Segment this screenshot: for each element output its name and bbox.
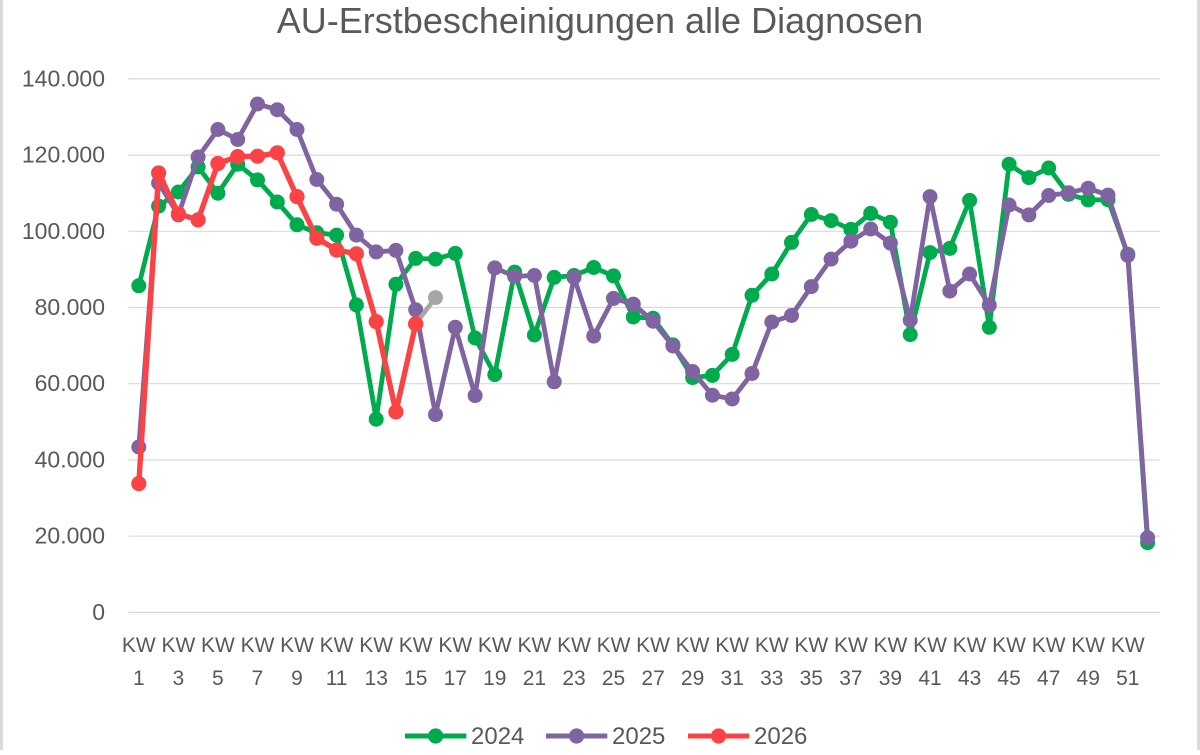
svg-text:KW: KW — [1111, 634, 1145, 657]
svg-text:31: 31 — [721, 667, 744, 690]
svg-text:5: 5 — [212, 667, 224, 690]
svg-text:1: 1 — [133, 667, 145, 690]
svg-text:13: 13 — [365, 667, 388, 690]
svg-text:40.000: 40.000 — [35, 447, 105, 473]
svg-text:37: 37 — [839, 667, 862, 690]
svg-text:43: 43 — [958, 667, 981, 690]
svg-text:KW: KW — [1032, 634, 1066, 657]
svg-text:29: 29 — [681, 667, 704, 690]
svg-text:49: 49 — [1077, 667, 1100, 690]
svg-text:KW: KW — [161, 634, 195, 657]
svg-text:39: 39 — [879, 667, 902, 690]
svg-text:KW: KW — [636, 634, 670, 657]
svg-text:KW: KW — [478, 634, 512, 657]
svg-text:KW: KW — [676, 634, 710, 657]
svg-text:23: 23 — [562, 667, 585, 690]
svg-text:60.000: 60.000 — [35, 370, 105, 396]
svg-text:KW: KW — [241, 634, 275, 657]
svg-text:2025: 2025 — [612, 723, 665, 750]
svg-text:17: 17 — [444, 667, 467, 690]
svg-text:120.000: 120.000 — [22, 142, 105, 168]
svg-text:KW: KW — [557, 634, 591, 657]
svg-text:3: 3 — [173, 667, 185, 690]
svg-text:KW: KW — [715, 634, 749, 657]
svg-text:KW: KW — [1071, 634, 1105, 657]
svg-text:41: 41 — [918, 667, 941, 690]
svg-text:KW: KW — [280, 634, 314, 657]
svg-text:KW: KW — [359, 634, 393, 657]
svg-text:AU-Erstbescheinigungen alle Di: AU-Erstbescheinigungen alle Diagnosen — [277, 0, 923, 41]
svg-text:47: 47 — [1037, 667, 1060, 690]
svg-text:KW: KW — [755, 634, 789, 657]
svg-text:21: 21 — [523, 667, 546, 690]
svg-text:2024: 2024 — [471, 723, 524, 750]
svg-text:19: 19 — [483, 667, 506, 690]
svg-text:140.000: 140.000 — [22, 65, 105, 91]
svg-text:KW: KW — [438, 634, 472, 657]
svg-text:KW: KW — [201, 634, 235, 657]
svg-text:KW: KW — [399, 634, 433, 657]
svg-text:KW: KW — [517, 634, 551, 657]
svg-text:25: 25 — [602, 667, 625, 690]
svg-text:9: 9 — [291, 667, 303, 690]
svg-text:7: 7 — [252, 667, 264, 690]
svg-text:20.000: 20.000 — [35, 523, 105, 549]
svg-text:51: 51 — [1116, 667, 1139, 690]
svg-text:2026: 2026 — [754, 723, 807, 750]
svg-text:80.000: 80.000 — [35, 294, 105, 320]
svg-text:KW: KW — [992, 634, 1026, 657]
svg-text:11: 11 — [326, 667, 348, 690]
svg-text:15: 15 — [404, 667, 427, 690]
svg-text:45: 45 — [997, 667, 1020, 690]
svg-text:KW: KW — [873, 634, 907, 657]
svg-text:KW: KW — [834, 634, 868, 657]
svg-text:33: 33 — [760, 667, 783, 690]
svg-text:100.000: 100.000 — [22, 218, 105, 244]
svg-text:KW: KW — [913, 634, 947, 657]
svg-text:KW: KW — [794, 634, 828, 657]
svg-text:KW: KW — [320, 634, 354, 657]
svg-text:KW: KW — [953, 634, 987, 657]
svg-text:27: 27 — [641, 667, 664, 690]
svg-text:0: 0 — [92, 599, 105, 625]
svg-text:KW: KW — [122, 634, 156, 657]
svg-text:KW: KW — [597, 634, 631, 657]
svg-text:35: 35 — [800, 667, 823, 690]
